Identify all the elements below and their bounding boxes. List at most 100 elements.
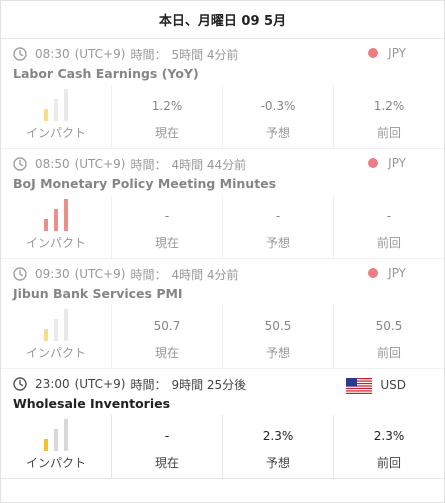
event-relative-label: 時間： bbox=[130, 377, 167, 392]
actual-value: 1.2% bbox=[151, 99, 183, 113]
jp-flag-icon bbox=[368, 48, 379, 58]
actual-cell: - 現在 bbox=[111, 415, 222, 478]
calendar-event[interactable]: 09:30 (UTC+9) 時間： 4時間 4分前 Jibun Bank Ser… bbox=[1, 259, 444, 369]
currency-code: JPY bbox=[388, 46, 406, 60]
actual-label: 現在 bbox=[154, 126, 179, 140]
event-title[interactable]: Labor Cash Earnings (YoY) bbox=[13, 66, 199, 81]
actual-label: 現在 bbox=[154, 346, 179, 360]
clock-icon bbox=[13, 47, 27, 61]
calendar-event[interactable]: 23:00 (UTC+9) 時間： 9時間 25分後 Wholesale Inv… bbox=[1, 369, 444, 479]
calendar-event[interactable]: 08:50 (UTC+9) 時間： 4時間 44分前 BoJ Monetary … bbox=[1, 149, 444, 259]
event-title[interactable]: Wholesale Inventories bbox=[13, 396, 171, 411]
event-time: 08:30 bbox=[35, 47, 70, 61]
impact-bar bbox=[54, 209, 58, 231]
previous-value: 2.3% bbox=[373, 429, 405, 443]
forecast-value: 50.5 bbox=[264, 319, 292, 333]
impact-cell: インパクト bbox=[1, 415, 111, 478]
impact-cell: インパクト bbox=[1, 195, 111, 258]
impact-bars-icon bbox=[41, 85, 71, 121]
event-relative-time: 4時間 44分前 bbox=[171, 157, 247, 172]
actual-cell: 50.7 現在 bbox=[111, 305, 222, 368]
forecast-label: 予想 bbox=[265, 346, 290, 360]
event-currency: USD bbox=[346, 376, 406, 394]
event-title[interactable]: Jibun Bank Services PMI bbox=[13, 286, 183, 301]
impact-bar bbox=[54, 99, 58, 121]
impact-cell: インパクト bbox=[1, 85, 111, 148]
event-values: インパクト - 現在 2.3% 予想 2.3% 前回 bbox=[1, 415, 444, 478]
actual-cell: - 現在 bbox=[111, 195, 222, 258]
previous-value: - bbox=[386, 209, 392, 223]
forecast-cell: 2.3% 予想 bbox=[222, 415, 333, 478]
forecast-value: - bbox=[275, 209, 281, 223]
clock-icon bbox=[13, 267, 27, 281]
jp-flag-icon bbox=[368, 158, 379, 168]
impact-bar bbox=[44, 109, 48, 121]
event-values: インパクト 1.2% 現在 -0.3% 予想 1.2% 前回 bbox=[1, 85, 444, 148]
impact-bar bbox=[54, 319, 58, 341]
impact-bars-icon bbox=[41, 195, 71, 231]
forecast-cell: 50.5 予想 bbox=[222, 305, 333, 368]
previous-label: 前回 bbox=[376, 126, 401, 140]
event-relative-time: 5時間 4分前 bbox=[171, 47, 239, 62]
event-header: 23:00 (UTC+9) 時間： 9時間 25分後 Wholesale Inv… bbox=[1, 369, 444, 415]
impact-bar bbox=[44, 329, 48, 341]
impact-label: インパクト bbox=[25, 456, 86, 470]
impact-cell: インパクト bbox=[1, 305, 111, 368]
event-header: 08:50 (UTC+9) 時間： 4時間 44分前 BoJ Monetary … bbox=[1, 149, 444, 195]
event-time: 09:30 bbox=[35, 267, 70, 281]
impact-label: インパクト bbox=[25, 236, 86, 250]
date-header: 本日、月曜日 09 5月 bbox=[1, 1, 444, 39]
event-relative-label: 時間： bbox=[130, 157, 167, 172]
event-values: インパクト 50.7 現在 50.5 予想 50.5 前回 bbox=[1, 305, 444, 368]
actual-value: 50.7 bbox=[153, 319, 181, 333]
forecast-label: 予想 bbox=[265, 126, 290, 140]
actual-label: 現在 bbox=[154, 456, 179, 470]
calendar-event[interactable]: 08:30 (UTC+9) 時間： 5時間 4分前 Labor Cash Ear… bbox=[1, 39, 444, 149]
previous-label: 前回 bbox=[376, 346, 401, 360]
event-header: 08:30 (UTC+9) 時間： 5時間 4分前 Labor Cash Ear… bbox=[1, 39, 444, 85]
forecast-value: 2.3% bbox=[262, 429, 294, 443]
event-title[interactable]: BoJ Monetary Policy Meeting Minutes bbox=[13, 176, 277, 191]
impact-label: インパクト bbox=[25, 346, 86, 360]
previous-cell: 2.3% 前回 bbox=[333, 415, 444, 478]
event-currency: JPY bbox=[368, 156, 406, 170]
event-relative-label: 時間： bbox=[130, 267, 167, 282]
event-timezone: (UTC+9) bbox=[74, 47, 126, 61]
previous-value: 1.2% bbox=[373, 99, 405, 113]
event-time-line: 08:30 (UTC+9) 時間： 5時間 4分前 bbox=[13, 45, 432, 63]
actual-cell: 1.2% 現在 bbox=[111, 85, 222, 148]
previous-cell: 50.5 前回 bbox=[333, 305, 444, 368]
impact-bar bbox=[64, 309, 68, 341]
impact-bars-icon bbox=[41, 415, 71, 451]
forecast-cell: -0.3% 予想 bbox=[222, 85, 333, 148]
impact-bar bbox=[64, 419, 68, 451]
event-time: 08:50 bbox=[35, 157, 70, 171]
impact-bar bbox=[64, 199, 68, 231]
previous-value: 50.5 bbox=[375, 319, 403, 333]
previous-label: 前回 bbox=[376, 456, 401, 470]
jp-flag-icon bbox=[368, 268, 379, 278]
event-timezone: (UTC+9) bbox=[74, 267, 126, 281]
impact-bars-icon bbox=[41, 305, 71, 341]
event-timezone: (UTC+9) bbox=[74, 157, 126, 171]
event-list: 08:30 (UTC+9) 時間： 5時間 4分前 Labor Cash Ear… bbox=[1, 39, 444, 479]
clock-icon bbox=[13, 157, 27, 171]
previous-label: 前回 bbox=[376, 236, 401, 250]
event-relative-time: 4時間 4分前 bbox=[171, 267, 239, 282]
impact-bar bbox=[44, 439, 48, 451]
event-currency: JPY bbox=[368, 266, 406, 280]
actual-value: - bbox=[164, 209, 170, 223]
clock-icon bbox=[13, 377, 27, 391]
previous-cell: 1.2% 前回 bbox=[333, 85, 444, 148]
forecast-label: 予想 bbox=[265, 456, 290, 470]
event-values: インパクト - 現在 - 予想 - 前回 bbox=[1, 195, 444, 258]
actual-label: 現在 bbox=[154, 236, 179, 250]
event-relative-label: 時間： bbox=[130, 47, 167, 62]
previous-cell: - 前回 bbox=[333, 195, 444, 258]
currency-code: USD bbox=[380, 378, 406, 392]
currency-code: JPY bbox=[388, 156, 406, 170]
us-flag-icon bbox=[346, 378, 373, 394]
actual-value: - bbox=[164, 429, 170, 443]
impact-bar bbox=[44, 219, 48, 231]
